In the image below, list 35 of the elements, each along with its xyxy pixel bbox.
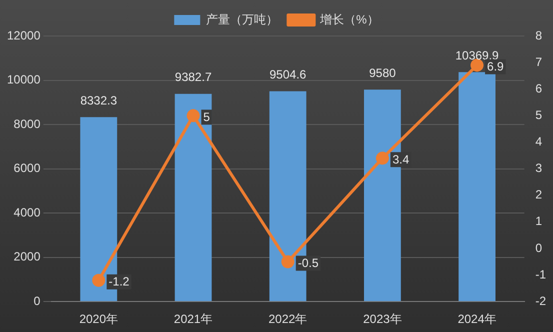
y-tick-label: 2000 (14, 250, 41, 264)
x-tick-label: 2023年 (363, 312, 402, 326)
y2-tick-label: 0 (535, 240, 542, 255)
y2-tick-label: 1 (535, 214, 542, 228)
data-label: -0.5 (298, 256, 319, 270)
data-label: 10369.9 (455, 48, 500, 62)
data-label: 9580 (369, 66, 396, 80)
y-tick-label: 0 (34, 294, 41, 308)
data-label: 9504.6 (270, 68, 307, 82)
y-tick-label: 4000 (14, 205, 41, 220)
data-label: -1.2 (108, 274, 130, 289)
data-label: 9382.7 (174, 70, 212, 84)
y-tick-label: 6000 (14, 161, 41, 176)
x-tick-label: 2022年 (268, 312, 308, 326)
data-label: 6.9 (487, 60, 504, 74)
y2-tick-label: 6 (535, 81, 542, 96)
y-tick-label: 10000 (6, 72, 41, 87)
y2-tick-label: 2 (535, 188, 542, 202)
legend-label: 产量（万吨） (206, 12, 278, 26)
y2-tick-label: 4 (535, 134, 542, 149)
x-tick-label: 2020年 (79, 312, 118, 326)
x-tick-label: 2021年 (174, 312, 213, 326)
data-label: 5 (203, 110, 210, 124)
y-tick-label: 8000 (14, 116, 41, 131)
data-label: 3.4 (392, 152, 410, 166)
y2-tick-label: -1 (535, 267, 546, 282)
y-tick-label: 12000 (6, 28, 41, 42)
y2-tick-label: 7 (535, 54, 542, 69)
y2-tick-label: -2 (535, 294, 546, 308)
x-tick-label: 2024年 (458, 312, 496, 326)
legend-label: 增长（%） (319, 12, 379, 26)
y2-tick-label: 8 (535, 28, 542, 42)
y2-tick-label: 5 (535, 108, 542, 122)
data-label: 8332.3 (80, 93, 118, 108)
y2-tick-label: 3 (535, 161, 542, 176)
